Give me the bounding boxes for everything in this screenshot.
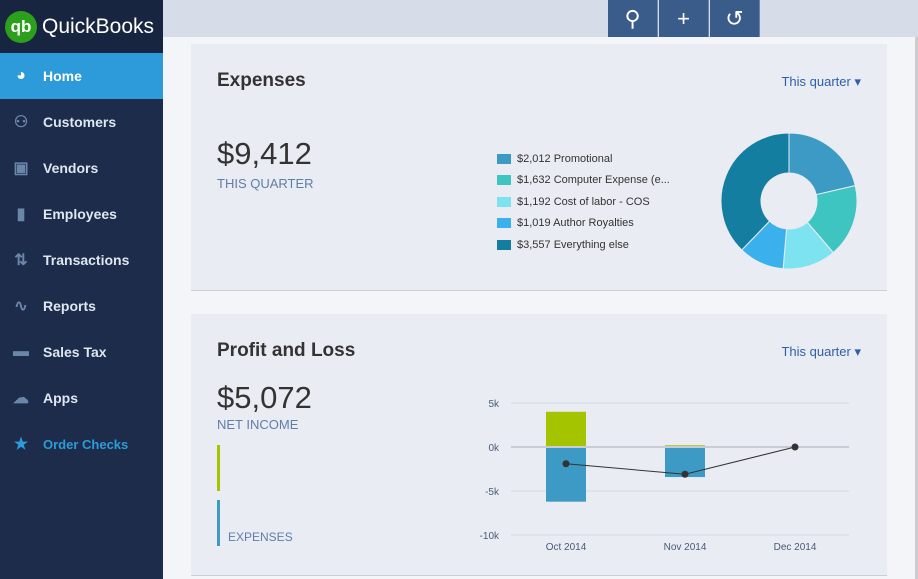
- recent-button[interactable]: ↺: [710, 0, 760, 37]
- expenses-card: Expenses This quarter ▾ $9,412 THIS QUAR…: [191, 44, 887, 291]
- income-bar[interactable]: [217, 445, 220, 491]
- sidebar-item-label: Customers: [43, 114, 117, 130]
- net-income-label: NET INCOME: [217, 417, 299, 432]
- income-bar[interactable]: [546, 411, 586, 446]
- pie-slice[interactable]: [788, 132, 856, 196]
- qb-logo-icon: qb: [5, 10, 37, 43]
- legend-swatch: [497, 218, 511, 229]
- sales-tax-icon: ▬: [13, 343, 29, 360]
- legend-item[interactable]: $1,192 Cost of labor - COS: [497, 191, 670, 213]
- sidebar-item-transactions[interactable]: ⇅ Transactions: [0, 237, 163, 283]
- legend-label: $2,012 Promotional: [517, 152, 613, 165]
- customers-icon: ⚇: [13, 114, 29, 131]
- profit-loss-card: Profit and Loss This quarter ▾ $5,072 NE…: [191, 314, 887, 576]
- transactions-icon: ⇅: [14, 252, 28, 269]
- legend-swatch: [497, 153, 511, 164]
- employees-icon: ▮: [16, 206, 26, 223]
- legend-item[interactable]: $3,557 Everything else: [497, 234, 670, 256]
- legend-item[interactable]: $1,632 Computer Expense (e...: [497, 170, 670, 192]
- expenses-label: EXPENSES: [228, 530, 293, 544]
- legend-swatch: [497, 175, 511, 186]
- dashboard-icon: ◕: [16, 67, 26, 84]
- search-button[interactable]: ⚲: [608, 0, 658, 37]
- y-tick-label: 5k: [488, 399, 500, 410]
- sidebar-item-label: Order Checks: [43, 436, 129, 452]
- x-tick-label: Dec 2014: [774, 542, 817, 553]
- apps-icon: ☁: [13, 390, 29, 407]
- legend-label: $1,192 Cost of labor - COS: [517, 195, 650, 208]
- expenses-title: Expenses: [217, 70, 306, 91]
- net-income-point[interactable]: [681, 470, 689, 478]
- sidebar-item-home[interactable]: ◕ Home: [0, 53, 163, 99]
- sidebar-item-label: Vendors: [43, 160, 99, 176]
- reports-icon: ∿: [14, 298, 28, 315]
- legend-item[interactable]: $2,012 Promotional: [497, 148, 670, 170]
- x-tick-label: Nov 2014: [664, 542, 707, 553]
- scrollbar[interactable]: [915, 37, 918, 579]
- sidebar-item-apps[interactable]: ☁ Apps: [0, 375, 163, 421]
- expenses-donut-chart: [720, 132, 858, 270]
- history-icon: ↺: [725, 5, 744, 31]
- x-tick-label: Oct 2014: [546, 542, 587, 553]
- sidebar-item-label: Transactions: [43, 252, 130, 268]
- legend-label: $1,019 Author Royalties: [517, 217, 634, 230]
- sidebar-item-employees[interactable]: ▮ Employees: [0, 191, 163, 237]
- sidebar-item-order-checks[interactable]: ★ Order Checks: [0, 421, 163, 467]
- y-tick-label: 0k: [488, 443, 500, 454]
- legend-item[interactable]: $1,019 Author Royalties: [497, 213, 670, 235]
- legend-label: $3,557 Everything else: [517, 238, 629, 251]
- pie-slice[interactable]: [720, 132, 790, 251]
- expenses-legend: $2,012 Promotional $1,632 Computer Expens…: [497, 148, 670, 256]
- legend-label: $1,632 Computer Expense (e...: [517, 174, 670, 187]
- net-income-amount: $5,072: [217, 380, 312, 415]
- sidebar-item-label: Employees: [43, 206, 117, 222]
- expenses-period-dropdown[interactable]: This quarter ▾: [781, 74, 861, 89]
- sidebar-item-reports[interactable]: ∿ Reports: [0, 283, 163, 329]
- pnl-period-dropdown[interactable]: This quarter ▾: [781, 344, 861, 359]
- sidebar-item-label: Apps: [43, 390, 78, 406]
- pnl-chart: 5k 0k -5k -10k Oct 2014 Nov 2014 Dec 2014: [480, 399, 849, 553]
- vendors-icon: ▣: [13, 160, 29, 177]
- star-icon: ★: [13, 436, 29, 453]
- sidebar-item-sales-tax[interactable]: ▬ Sales Tax: [0, 329, 163, 375]
- legend-swatch: [497, 239, 511, 250]
- create-button[interactable]: +: [659, 0, 709, 37]
- y-tick-label: -10k: [480, 531, 500, 542]
- brand-name: QuickBooks: [42, 14, 155, 38]
- expenses-total-label: THIS QUARTER: [217, 176, 314, 191]
- sidebar-item-label: Sales Tax: [43, 344, 107, 360]
- sidebar-item-label: Reports: [43, 298, 96, 314]
- sidebar: qb QuickBooks ◕ Home ⚇ Customers ▣ Vendors ▮ Emp…: [0, 0, 163, 579]
- sidebar-item-vendors[interactable]: ▣ Vendors: [0, 145, 163, 191]
- legend-swatch: [497, 196, 511, 207]
- income-bar[interactable]: [665, 445, 705, 446]
- plus-icon: +: [677, 5, 690, 31]
- expenses-bar[interactable]: [217, 500, 220, 546]
- expenses-total: $9,412: [217, 136, 312, 171]
- sidebar-item-label: Home: [43, 68, 82, 84]
- sidebar-item-customers[interactable]: ⚇ Customers: [0, 99, 163, 145]
- top-bar: ⚲ + ↺: [163, 0, 918, 37]
- pnl-title: Profit and Loss: [217, 340, 356, 361]
- logo[interactable]: qb QuickBooks: [0, 0, 163, 53]
- net-income-point[interactable]: [791, 443, 799, 451]
- search-icon: ⚲: [624, 5, 641, 31]
- y-tick-label: -5k: [485, 487, 500, 498]
- net-income-point[interactable]: [562, 460, 570, 468]
- expense-bar[interactable]: [546, 448, 586, 502]
